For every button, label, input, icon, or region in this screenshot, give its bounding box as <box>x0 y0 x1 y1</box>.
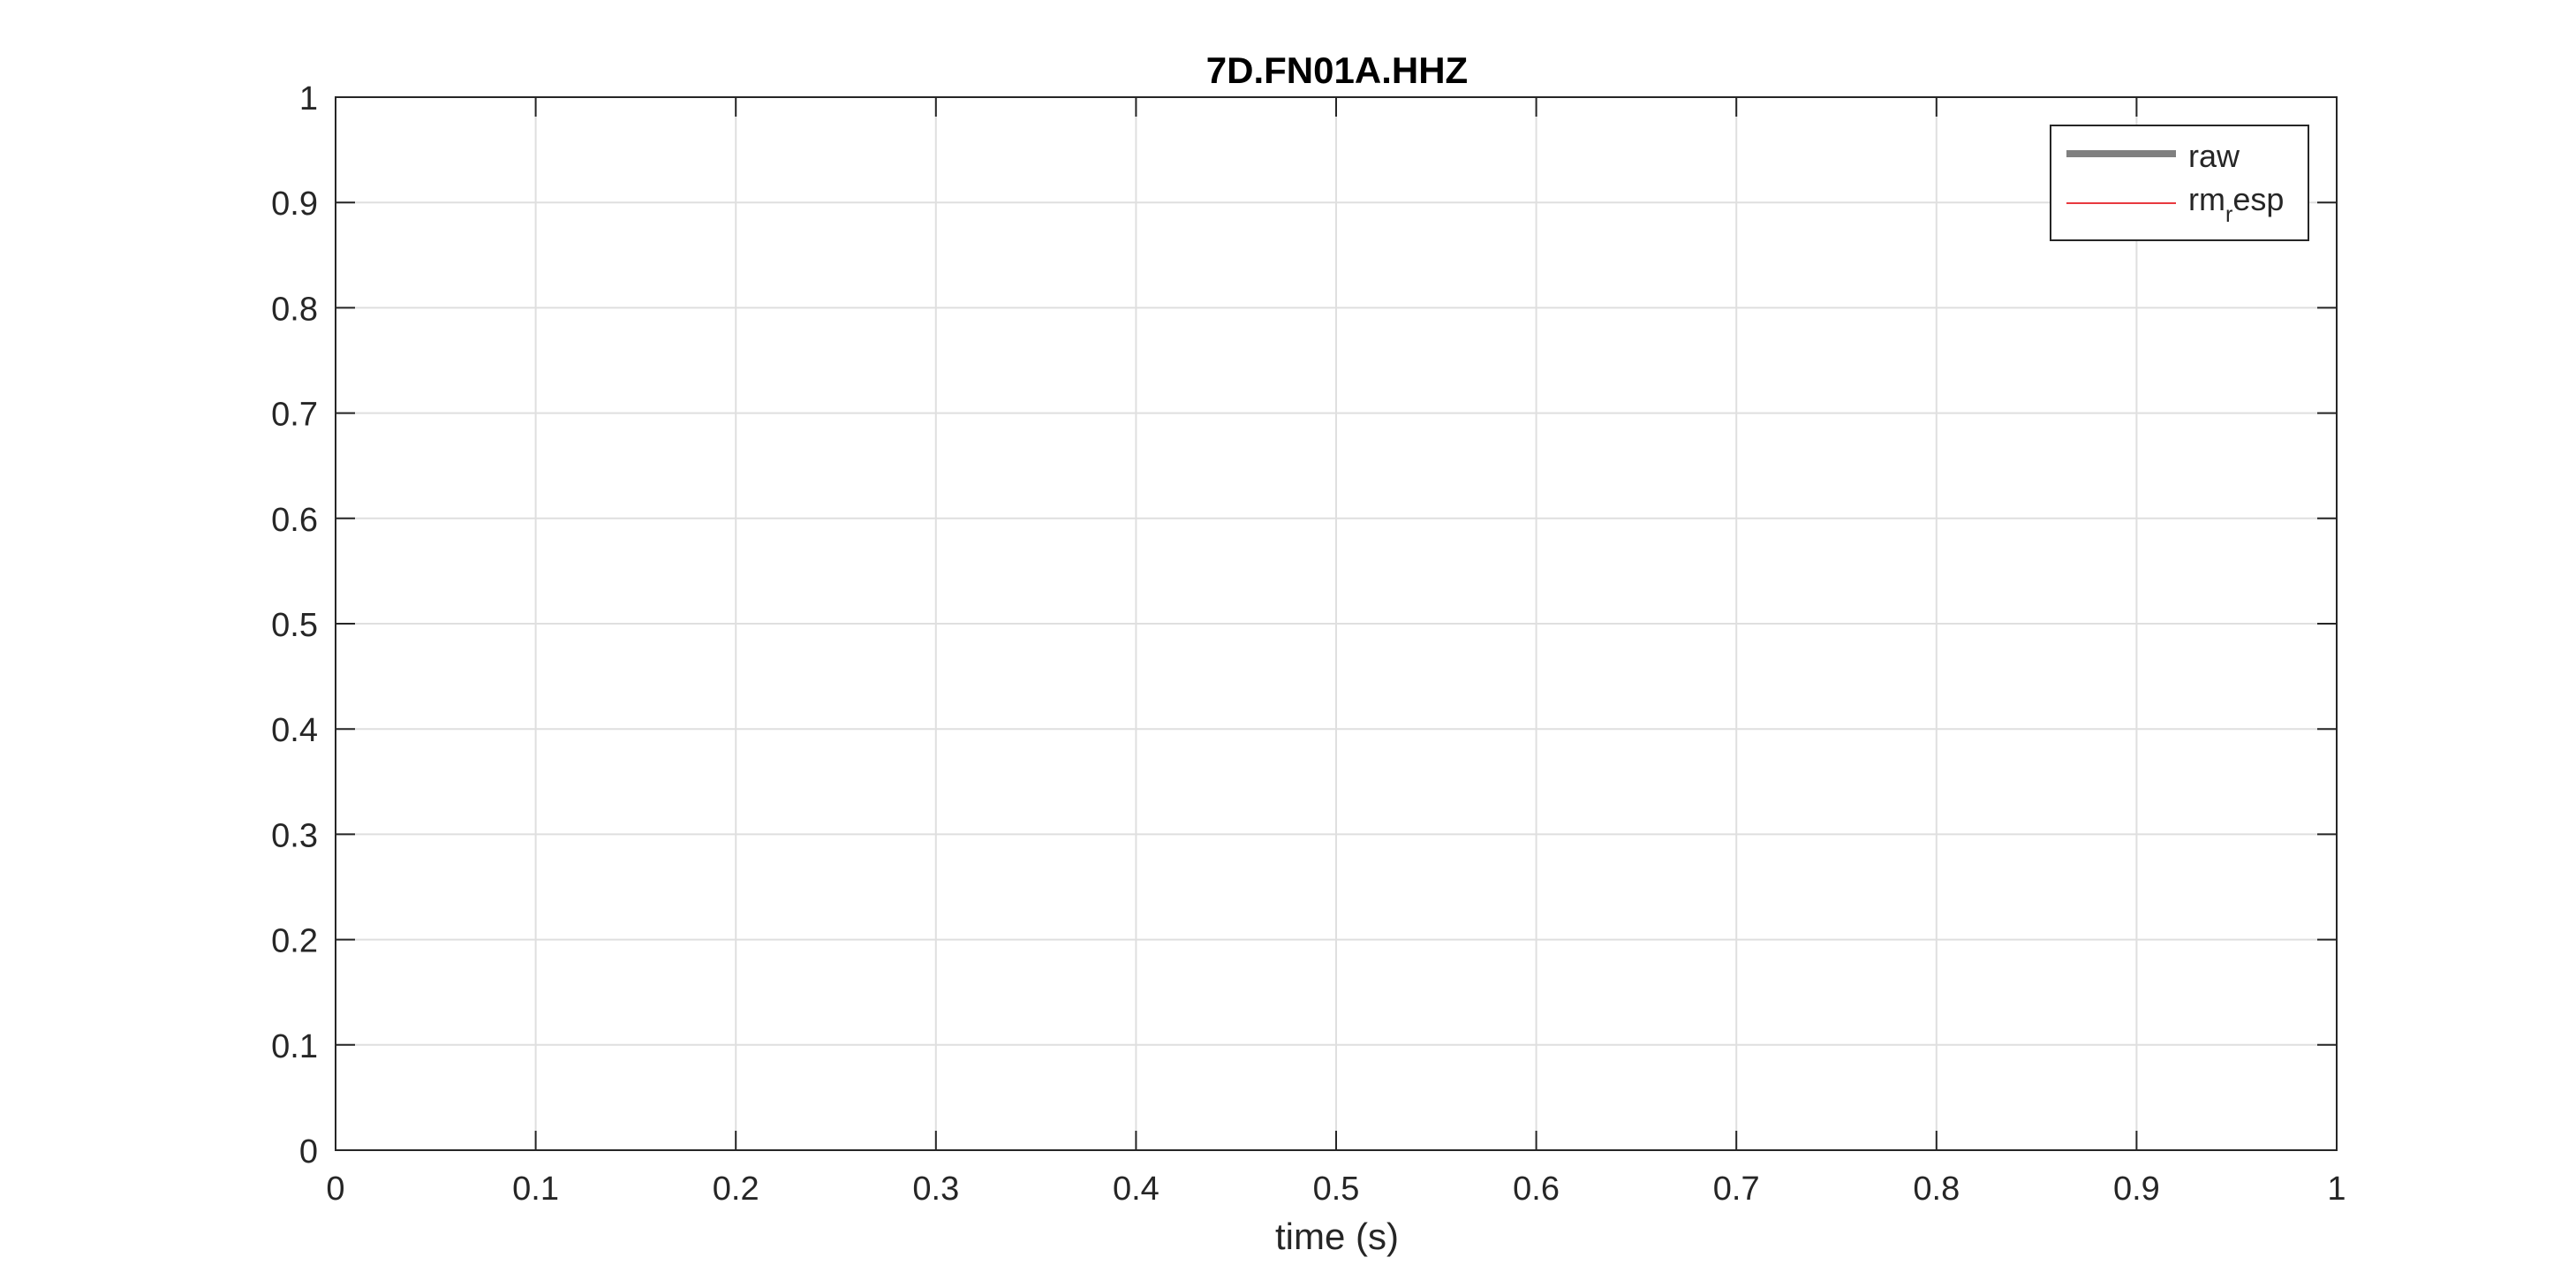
x-tick-label: 0.8 <box>1913 1171 1960 1208</box>
x-tick-label: 0.1 <box>512 1171 559 1208</box>
legend-label-rm-sub: r <box>2225 202 2232 227</box>
grid-lines <box>336 97 2337 1150</box>
x-tick-label: 0.7 <box>1713 1171 1760 1208</box>
x-axis-label: time (s) <box>1275 1216 1399 1257</box>
chart-title: 7D.FN01A.HHZ <box>1206 49 1468 91</box>
x-tick-label: 0.4 <box>1113 1171 1160 1208</box>
x-tick-label: 0 <box>326 1171 344 1208</box>
plot-area-border <box>335 96 2338 1151</box>
x-tick-label: 0.3 <box>912 1171 959 1208</box>
y-tick-label: 0.4 <box>271 712 318 749</box>
legend-label-rm-resp: rmresp <box>2188 181 2284 227</box>
legend: raw rmresp <box>2050 125 2309 241</box>
x-tick-label: 0.9 <box>2113 1171 2160 1208</box>
y-tick-label: 0.6 <box>271 502 318 539</box>
y-tick-label: 0.1 <box>271 1028 318 1065</box>
x-tick-label: 1 <box>2327 1171 2346 1208</box>
legend-box <box>2050 125 2309 241</box>
y-tick-label: 0.5 <box>271 607 318 644</box>
y-tick-label: 0 <box>299 1133 318 1171</box>
legend-label-raw: raw <box>2188 138 2240 174</box>
x-tick-labels: 0 0.1 0.2 0.3 0.4 0.5 0.6 0.7 0.8 0.9 1 <box>326 1171 2346 1208</box>
x-tick-label: 0.6 <box>1513 1171 1560 1208</box>
x-tick-label: 0.2 <box>713 1171 759 1208</box>
y-tick-label: 0.8 <box>271 291 318 328</box>
legend-label-rm-tail: esp <box>2232 181 2284 217</box>
legend-label-rm-main: rm <box>2188 181 2225 217</box>
y-tick-label: 1 <box>299 80 318 117</box>
y-tick-label: 0.7 <box>271 397 318 434</box>
x-tick-label: 0.5 <box>1313 1171 1360 1208</box>
y-tick-label: 0.2 <box>271 923 318 960</box>
y-tick-label: 0.9 <box>271 186 318 223</box>
y-tick-labels: 0 0.1 0.2 0.3 0.4 0.5 0.6 0.7 0.8 0.9 1 <box>271 80 318 1171</box>
y-tick-label: 0.3 <box>271 817 318 854</box>
